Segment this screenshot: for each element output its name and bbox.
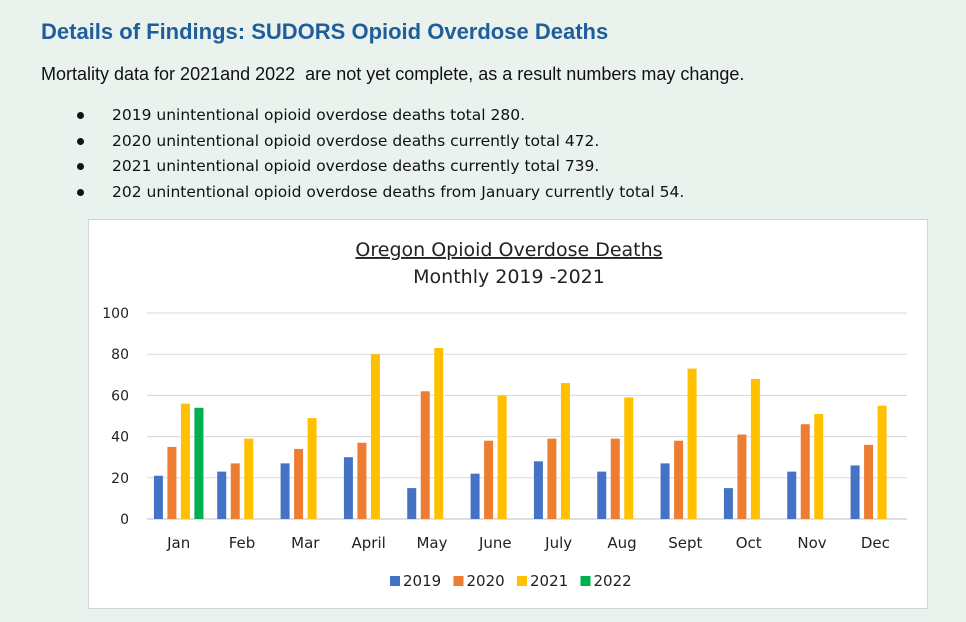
bar-2020-July [547, 438, 557, 519]
y-axis: 0 20 40 60 80 100 [102, 306, 129, 528]
x-tick-label: Mar [291, 534, 320, 552]
bar-2021-Oct [750, 378, 760, 519]
list-item-text: 202 unintentional opioid overdose deaths… [112, 182, 685, 201]
x-tick-label: Aug [607, 534, 636, 552]
bar-2020-April [357, 442, 367, 519]
bar-2020-June [484, 440, 494, 519]
bar-2021-May [434, 348, 444, 519]
x-tick-label: June [478, 534, 512, 552]
chart-container: Oregon Opioid Overdose Deaths Monthly 20… [88, 219, 928, 609]
y-tick-label: 80 [111, 347, 129, 363]
bar-2019-July [533, 461, 543, 519]
x-tick-label: Oct [736, 534, 762, 552]
x-tick-label: May [416, 534, 447, 552]
bar-2022-Jan [194, 407, 204, 519]
chart-subtitle: Monthly 2019 -2021 [413, 266, 605, 288]
x-tick-label: Nov [797, 534, 826, 552]
x-tick-label: Jan [166, 534, 190, 552]
bullet-icon [77, 163, 84, 170]
bar-2021-Dec [877, 405, 887, 519]
bar-2019-Sept [660, 463, 670, 519]
x-tick-label: July [544, 534, 572, 552]
x-axis: Jan Feb Mar April May June July Aug Sept Oct Nov De… [166, 534, 890, 552]
bar-2019-Mar [280, 463, 290, 519]
bar-2021-Jan [180, 403, 190, 519]
list-item: 2021 unintentional opioid overdose death… [60, 154, 684, 180]
bar-2020-Jan [167, 446, 177, 519]
bar-2021-April [370, 354, 380, 519]
bar-2021-Sept [687, 368, 697, 519]
bar-2021-Aug [624, 397, 634, 519]
x-tick-label: Sept [668, 534, 702, 552]
bar-2019-June [470, 473, 480, 519]
bar-2020-Nov [800, 424, 810, 519]
legend-label: 2020 [467, 572, 505, 590]
y-tick-label: 60 [111, 388, 129, 404]
legend-swatch [453, 576, 464, 586]
bar-2020-Mar [294, 448, 304, 519]
gridlines [147, 312, 907, 520]
chart-title: Oregon Opioid Overdose Deaths [355, 239, 662, 261]
list-item-text: 2019 unintentional opioid overdose death… [112, 106, 526, 124]
y-tick-label: 0 [120, 512, 129, 528]
legend-swatch [390, 576, 400, 586]
bar-2019-Aug [597, 471, 607, 519]
y-tick-label: 40 [111, 430, 129, 446]
legend-label: 2022 [594, 572, 632, 590]
bar-2021-July [560, 383, 570, 519]
bar-2021-Mar [307, 418, 317, 519]
page-heading: Details of Findings: SUDORS Opioid Overd… [41, 19, 609, 44]
x-tick-label: Dec [861, 534, 890, 552]
bar-2021-Nov [814, 413, 824, 519]
bar-2020-May [420, 391, 430, 519]
y-tick-label: 100 [102, 306, 129, 322]
findings-list: 2019 unintentional opioid overdose death… [60, 103, 684, 205]
list-item: 2019 unintentional opioid overdose death… [60, 103, 684, 129]
legend-label: 2019 [403, 572, 441, 590]
bar-2019-May [407, 488, 417, 519]
list-item-text: 2020 unintentional opioid overdose death… [112, 131, 600, 150]
legend-swatch [517, 576, 527, 586]
bar-2020-Dec [864, 444, 874, 519]
legend-swatch [580, 576, 591, 586]
data-note: Mortality data for 2021and 2022 are not … [41, 64, 745, 84]
y-tick-label: 20 [111, 471, 129, 487]
bar-2021-Feb [244, 438, 254, 519]
legend: 2019 2020 2021 2022 [390, 572, 632, 590]
bar-2019-Jan [153, 475, 163, 519]
bars [153, 348, 887, 519]
bar-2021-June [497, 395, 507, 519]
bar-2020-Sept [674, 440, 684, 519]
bar-2020-Feb [230, 463, 240, 519]
bullet-icon [77, 112, 84, 119]
bullet-icon [77, 137, 84, 145]
list-item: 2020 unintentional opioid overdose death… [60, 129, 684, 155]
bar-2019-Feb [217, 471, 227, 519]
bar-chart: Oregon Opioid Overdose Deaths Monthly 20… [102, 239, 907, 590]
bar-2019-Oct [723, 488, 733, 519]
bullet-icon [77, 188, 84, 196]
bar-2020-Oct [737, 434, 747, 519]
list-item: 202 unintentional opioid overdose deaths… [60, 180, 684, 206]
x-tick-label: April [352, 534, 386, 552]
x-tick-label: Feb [229, 534, 256, 552]
bar-2019-Nov [787, 471, 797, 519]
bar-2019-Dec [850, 465, 860, 519]
list-item-text: 2021 unintentional opioid overdose death… [112, 157, 600, 175]
legend-label: 2021 [530, 572, 568, 590]
bar-2020-Aug [610, 438, 620, 519]
bar-2019-April [343, 457, 353, 519]
